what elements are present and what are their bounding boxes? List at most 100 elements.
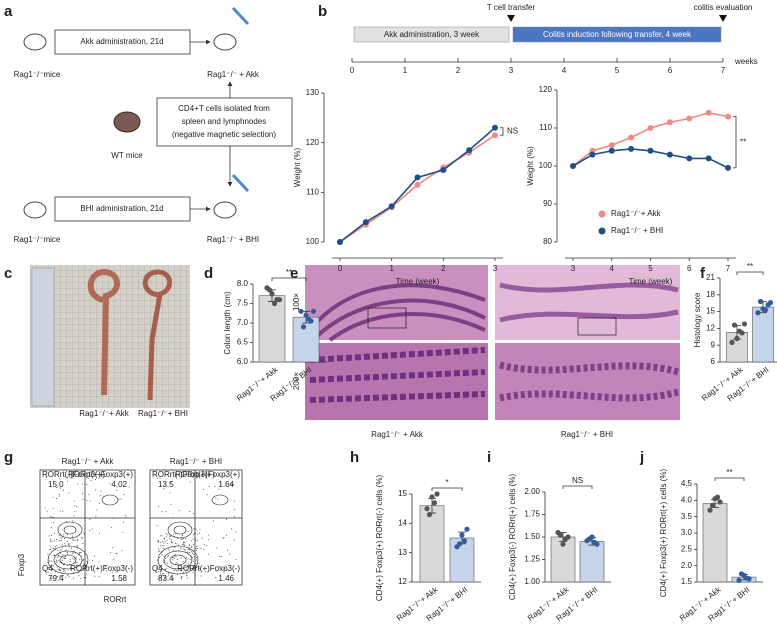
- event-dot: [180, 557, 182, 559]
- contour: [163, 550, 193, 570]
- event-dot: [175, 562, 177, 564]
- event-dot: [199, 567, 201, 569]
- event-dot: [95, 489, 97, 491]
- y-tick-label: 120: [539, 85, 553, 94]
- event-dot: [59, 487, 61, 489]
- event-dot: [163, 555, 165, 557]
- event-dot: [48, 535, 50, 537]
- photo-grid: [30, 265, 190, 408]
- x-tick-label: 0: [338, 264, 343, 273]
- event-dot: [50, 560, 52, 562]
- event-dot: [188, 558, 190, 560]
- event-dot: [189, 549, 191, 551]
- y-axis-label: CD4(+) Foxp3(+) RORrt(-) cells (%): [375, 475, 384, 602]
- schematic: Akk administration, 21d BHI administrati…: [14, 6, 293, 244]
- data-point: [557, 532, 564, 538]
- event-dot: [192, 567, 194, 569]
- event-dot: [83, 558, 85, 560]
- event-dot: [207, 539, 209, 541]
- event-dot: [208, 485, 210, 487]
- data-point: [414, 181, 421, 188]
- data-point: [466, 147, 473, 154]
- event-dot: [64, 538, 66, 540]
- event-dot: [181, 578, 183, 580]
- event-dot: [59, 569, 61, 571]
- y-tick-label: 100: [539, 161, 553, 170]
- event-dot: [193, 534, 195, 536]
- flow-frame: [39, 469, 136, 586]
- event-dot: [57, 554, 59, 556]
- event-dot: [52, 507, 54, 509]
- event-dot: [220, 483, 222, 485]
- event-dot: [51, 534, 53, 536]
- event-dot: [82, 537, 84, 539]
- event-dot: [56, 498, 58, 500]
- event-dot: [220, 481, 222, 483]
- event-dot: [63, 570, 65, 572]
- y-tick-label: 1.75: [524, 510, 540, 519]
- colon-photo: Rag1⁻/⁻+ Akk Rag1⁻/⁻+ BHI: [30, 265, 190, 418]
- event-dot: [50, 516, 52, 518]
- event-dot: [64, 569, 66, 571]
- flow-title: Rag1⁻/⁻ + BHI: [170, 457, 222, 466]
- event-dot: [193, 543, 195, 545]
- data-point: [729, 339, 735, 345]
- tick-label: 2: [456, 66, 461, 75]
- event-dot: [161, 554, 163, 556]
- event-dot: [161, 573, 163, 575]
- event-dot: [163, 547, 165, 549]
- event-dot: [70, 567, 72, 569]
- event-dot: [209, 474, 211, 476]
- contour: [167, 521, 193, 539]
- event-dot: [195, 547, 197, 549]
- event-dot: [51, 578, 53, 580]
- event-dot: [163, 542, 165, 544]
- significance-bracket: [736, 271, 764, 275]
- event-dot: [56, 559, 58, 561]
- event-dot: [54, 539, 56, 541]
- event-dot: [216, 547, 218, 549]
- quadrant-name: RORrt(+)Foxp3(+): [68, 470, 133, 479]
- data-point: [705, 155, 712, 162]
- event-dot: [65, 556, 67, 558]
- event-dot: [197, 539, 199, 541]
- contour: [63, 525, 77, 535]
- event-dot: [177, 544, 179, 546]
- event-dot: [59, 539, 61, 541]
- event-dot: [46, 510, 48, 512]
- data-point: [628, 134, 635, 141]
- y-tick-label: 90: [543, 199, 552, 208]
- event-dot: [159, 550, 161, 552]
- event-dot: [79, 559, 81, 561]
- event-dot: [183, 538, 185, 540]
- event-dot: [171, 565, 173, 567]
- quadrant-value: 4.02: [111, 480, 127, 489]
- event-dot: [164, 568, 166, 570]
- event-dot: [182, 571, 184, 573]
- event-dot: [192, 552, 194, 554]
- event-dot: [165, 557, 167, 559]
- y-tick-label: 2.0: [681, 561, 693, 570]
- bar: [702, 503, 728, 583]
- data-point: [464, 526, 470, 532]
- event-dot: [231, 483, 233, 485]
- data-point: [717, 499, 723, 505]
- event-dot: [176, 559, 178, 561]
- event-dot: [206, 545, 208, 547]
- y-axis-label: Weight (%): [293, 147, 302, 187]
- event-dot: [193, 512, 195, 514]
- event-dot: [215, 497, 217, 499]
- event-dot: [76, 540, 78, 542]
- event-dot: [174, 543, 176, 545]
- event-dot: [163, 488, 165, 490]
- mouse-icon: [23, 33, 47, 51]
- event-dot: [186, 569, 188, 571]
- data-point: [562, 536, 569, 542]
- event-dot: [59, 562, 61, 564]
- significance-bracket: [271, 277, 307, 281]
- photo-label: Rag1⁻/⁻+ BHI: [138, 409, 188, 418]
- event-dot: [86, 573, 88, 575]
- data-point: [731, 322, 738, 328]
- event-dot: [178, 549, 180, 551]
